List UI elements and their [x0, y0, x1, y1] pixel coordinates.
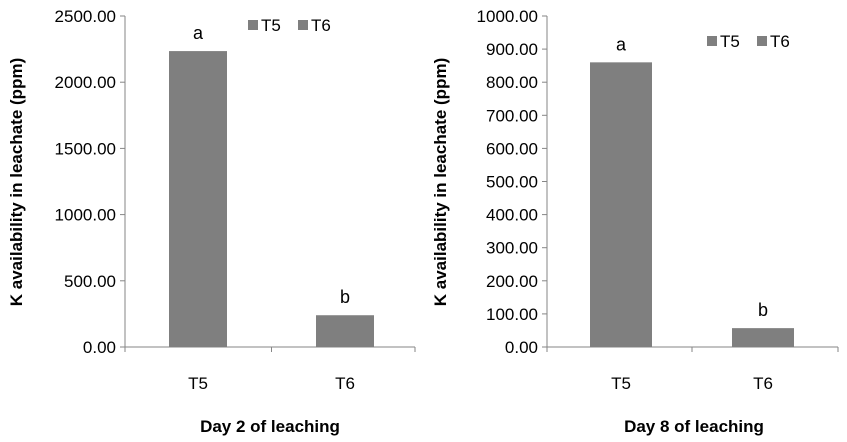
significance-label: b: [758, 300, 768, 320]
significance-label: a: [616, 34, 627, 54]
bar-t6: [732, 328, 794, 347]
y-tick-label: 1000.00: [477, 7, 538, 26]
chart-panel-2: 0.00 100.00 200.00 300.00 400.00 500.00 600.00…: [431, 7, 839, 436]
y-tick-label: 700.00: [486, 106, 538, 125]
legend-entry: T6: [311, 16, 331, 35]
y-tick-label: 600.00: [486, 139, 538, 158]
y-tick-label: 0.00: [505, 338, 538, 357]
legend-swatch: [248, 20, 258, 30]
legend-entry: T5: [720, 32, 740, 51]
significance-label: b: [340, 287, 350, 307]
y-tick-label: 1500.00: [55, 139, 116, 158]
x-axis-title: Day 2 of leaching: [200, 417, 340, 436]
bar-t6: [316, 315, 374, 347]
y-tick-label: 2500.00: [55, 7, 116, 26]
bar-t5: [590, 62, 652, 348]
y-tick-label: 300.00: [486, 239, 538, 258]
y-tick-label: 0.00: [83, 338, 116, 357]
y-tick-label: 1000.00: [55, 206, 116, 225]
x-category-label: T5: [188, 374, 208, 393]
y-tick-label: 200.00: [486, 272, 538, 291]
y-tick-label: 400.00: [486, 206, 538, 225]
y-axis-title: K availability in leachate (ppm): [431, 58, 450, 306]
x-category-label: T6: [753, 374, 773, 393]
significance-label: a: [193, 23, 204, 43]
y-axis-title: K availability in leachate (ppm): [7, 58, 26, 306]
legend-entry: T6: [770, 32, 790, 51]
y-tick-label: 900.00: [486, 40, 538, 59]
legend-entry: T5: [261, 16, 281, 35]
legend-swatch: [757, 36, 767, 46]
y-tick-label: 500.00: [486, 173, 538, 192]
bar-t5: [169, 51, 227, 347]
legend-swatch: [298, 20, 308, 30]
y-tick-label: 500.00: [64, 272, 116, 291]
x-category-label: T6: [335, 374, 355, 393]
x-axis-title: Day 8 of leaching: [624, 417, 764, 436]
legend-swatch: [707, 36, 717, 46]
y-tick-label: 2000.00: [55, 73, 116, 92]
y-tick-label: 100.00: [486, 305, 538, 324]
chart-panel-1: 0.00 500.00 1000.00 1500.00 2000.00 2500.00 a T…: [7, 7, 416, 436]
x-category-label: T5: [611, 374, 631, 393]
y-tick-label: 800.00: [486, 73, 538, 92]
